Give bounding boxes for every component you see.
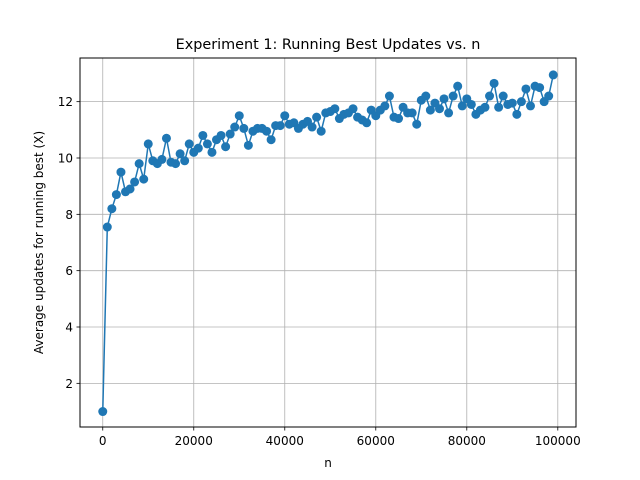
data-point	[394, 114, 404, 124]
data-point	[380, 101, 390, 111]
plot-frame	[79, 57, 577, 428]
data-point	[485, 91, 495, 101]
data-point	[157, 154, 167, 164]
data-point	[202, 139, 212, 149]
data-point	[175, 149, 185, 159]
data-point	[225, 129, 235, 139]
data-point	[494, 102, 504, 112]
data-point	[421, 91, 431, 101]
data-point	[307, 122, 317, 132]
series-markers	[98, 70, 558, 417]
data-point	[316, 126, 326, 136]
data-point	[239, 123, 249, 133]
data-point	[407, 108, 417, 118]
data-point	[184, 139, 194, 149]
data-point	[116, 167, 126, 177]
y-tick-label: 8	[65, 208, 73, 222]
data-point	[180, 156, 190, 166]
data-point	[425, 105, 435, 115]
data-point	[143, 139, 153, 149]
data-point	[280, 111, 290, 121]
y-tick-label: 12	[58, 95, 73, 109]
x-axis-label: n	[324, 456, 332, 470]
data-point	[521, 84, 531, 94]
x-tick-label: 60000	[357, 434, 395, 448]
x-tick-label: 0	[99, 434, 107, 448]
x-tick-label: 40000	[266, 434, 304, 448]
data-point	[548, 70, 558, 80]
x-tick-label: 20000	[175, 434, 213, 448]
data-point	[444, 108, 454, 118]
y-tick-label: 4	[65, 321, 73, 335]
data-point	[362, 118, 372, 128]
data-point	[412, 119, 422, 129]
data-point	[512, 109, 522, 119]
x-tick-label: 80000	[448, 434, 486, 448]
y-tick-label: 2	[65, 377, 73, 391]
data-point	[330, 104, 340, 114]
y-tick-label: 10	[58, 151, 73, 165]
data-point	[312, 112, 322, 122]
data-point	[107, 204, 117, 214]
data-point	[466, 99, 476, 109]
data-point	[161, 133, 171, 143]
data-point	[262, 126, 272, 136]
data-point	[275, 121, 285, 131]
data-point	[230, 122, 240, 132]
chart-title: Experiment 1: Running Best Updates vs. n	[176, 37, 481, 53]
data-point	[125, 184, 135, 194]
data-point	[544, 91, 554, 101]
y-tick-label: 6	[65, 264, 73, 278]
data-point	[516, 97, 526, 107]
data-point	[489, 78, 499, 88]
data-point	[439, 94, 449, 104]
data-point	[498, 91, 508, 101]
y-axis-label: Average updates for running best (X)	[32, 131, 46, 354]
data-point	[348, 104, 358, 114]
data-point	[243, 140, 253, 150]
data-point	[453, 81, 463, 91]
data-point	[266, 135, 276, 145]
data-point	[480, 102, 490, 112]
data-point	[234, 111, 244, 121]
data-point	[139, 174, 149, 184]
data-point	[98, 407, 108, 417]
data-point	[111, 190, 121, 200]
data-point	[216, 130, 226, 140]
data-point	[221, 142, 231, 152]
data-point	[526, 101, 535, 111]
data-point	[134, 159, 144, 169]
data-point	[198, 130, 208, 140]
data-point	[535, 83, 545, 93]
data-point	[507, 98, 517, 108]
axis-ticks: 0 20000 40000 60000 80000 100000 2 4 6 8 10 12	[58, 95, 581, 448]
data-point	[193, 143, 203, 153]
data-point	[171, 159, 181, 169]
data-point	[448, 91, 458, 101]
data-point	[102, 222, 112, 232]
data-point	[207, 147, 217, 157]
data-point	[434, 104, 444, 114]
x-tick-label: 100000	[535, 434, 581, 448]
data-point	[130, 177, 140, 187]
data-point	[384, 91, 394, 101]
data-point	[457, 101, 467, 111]
